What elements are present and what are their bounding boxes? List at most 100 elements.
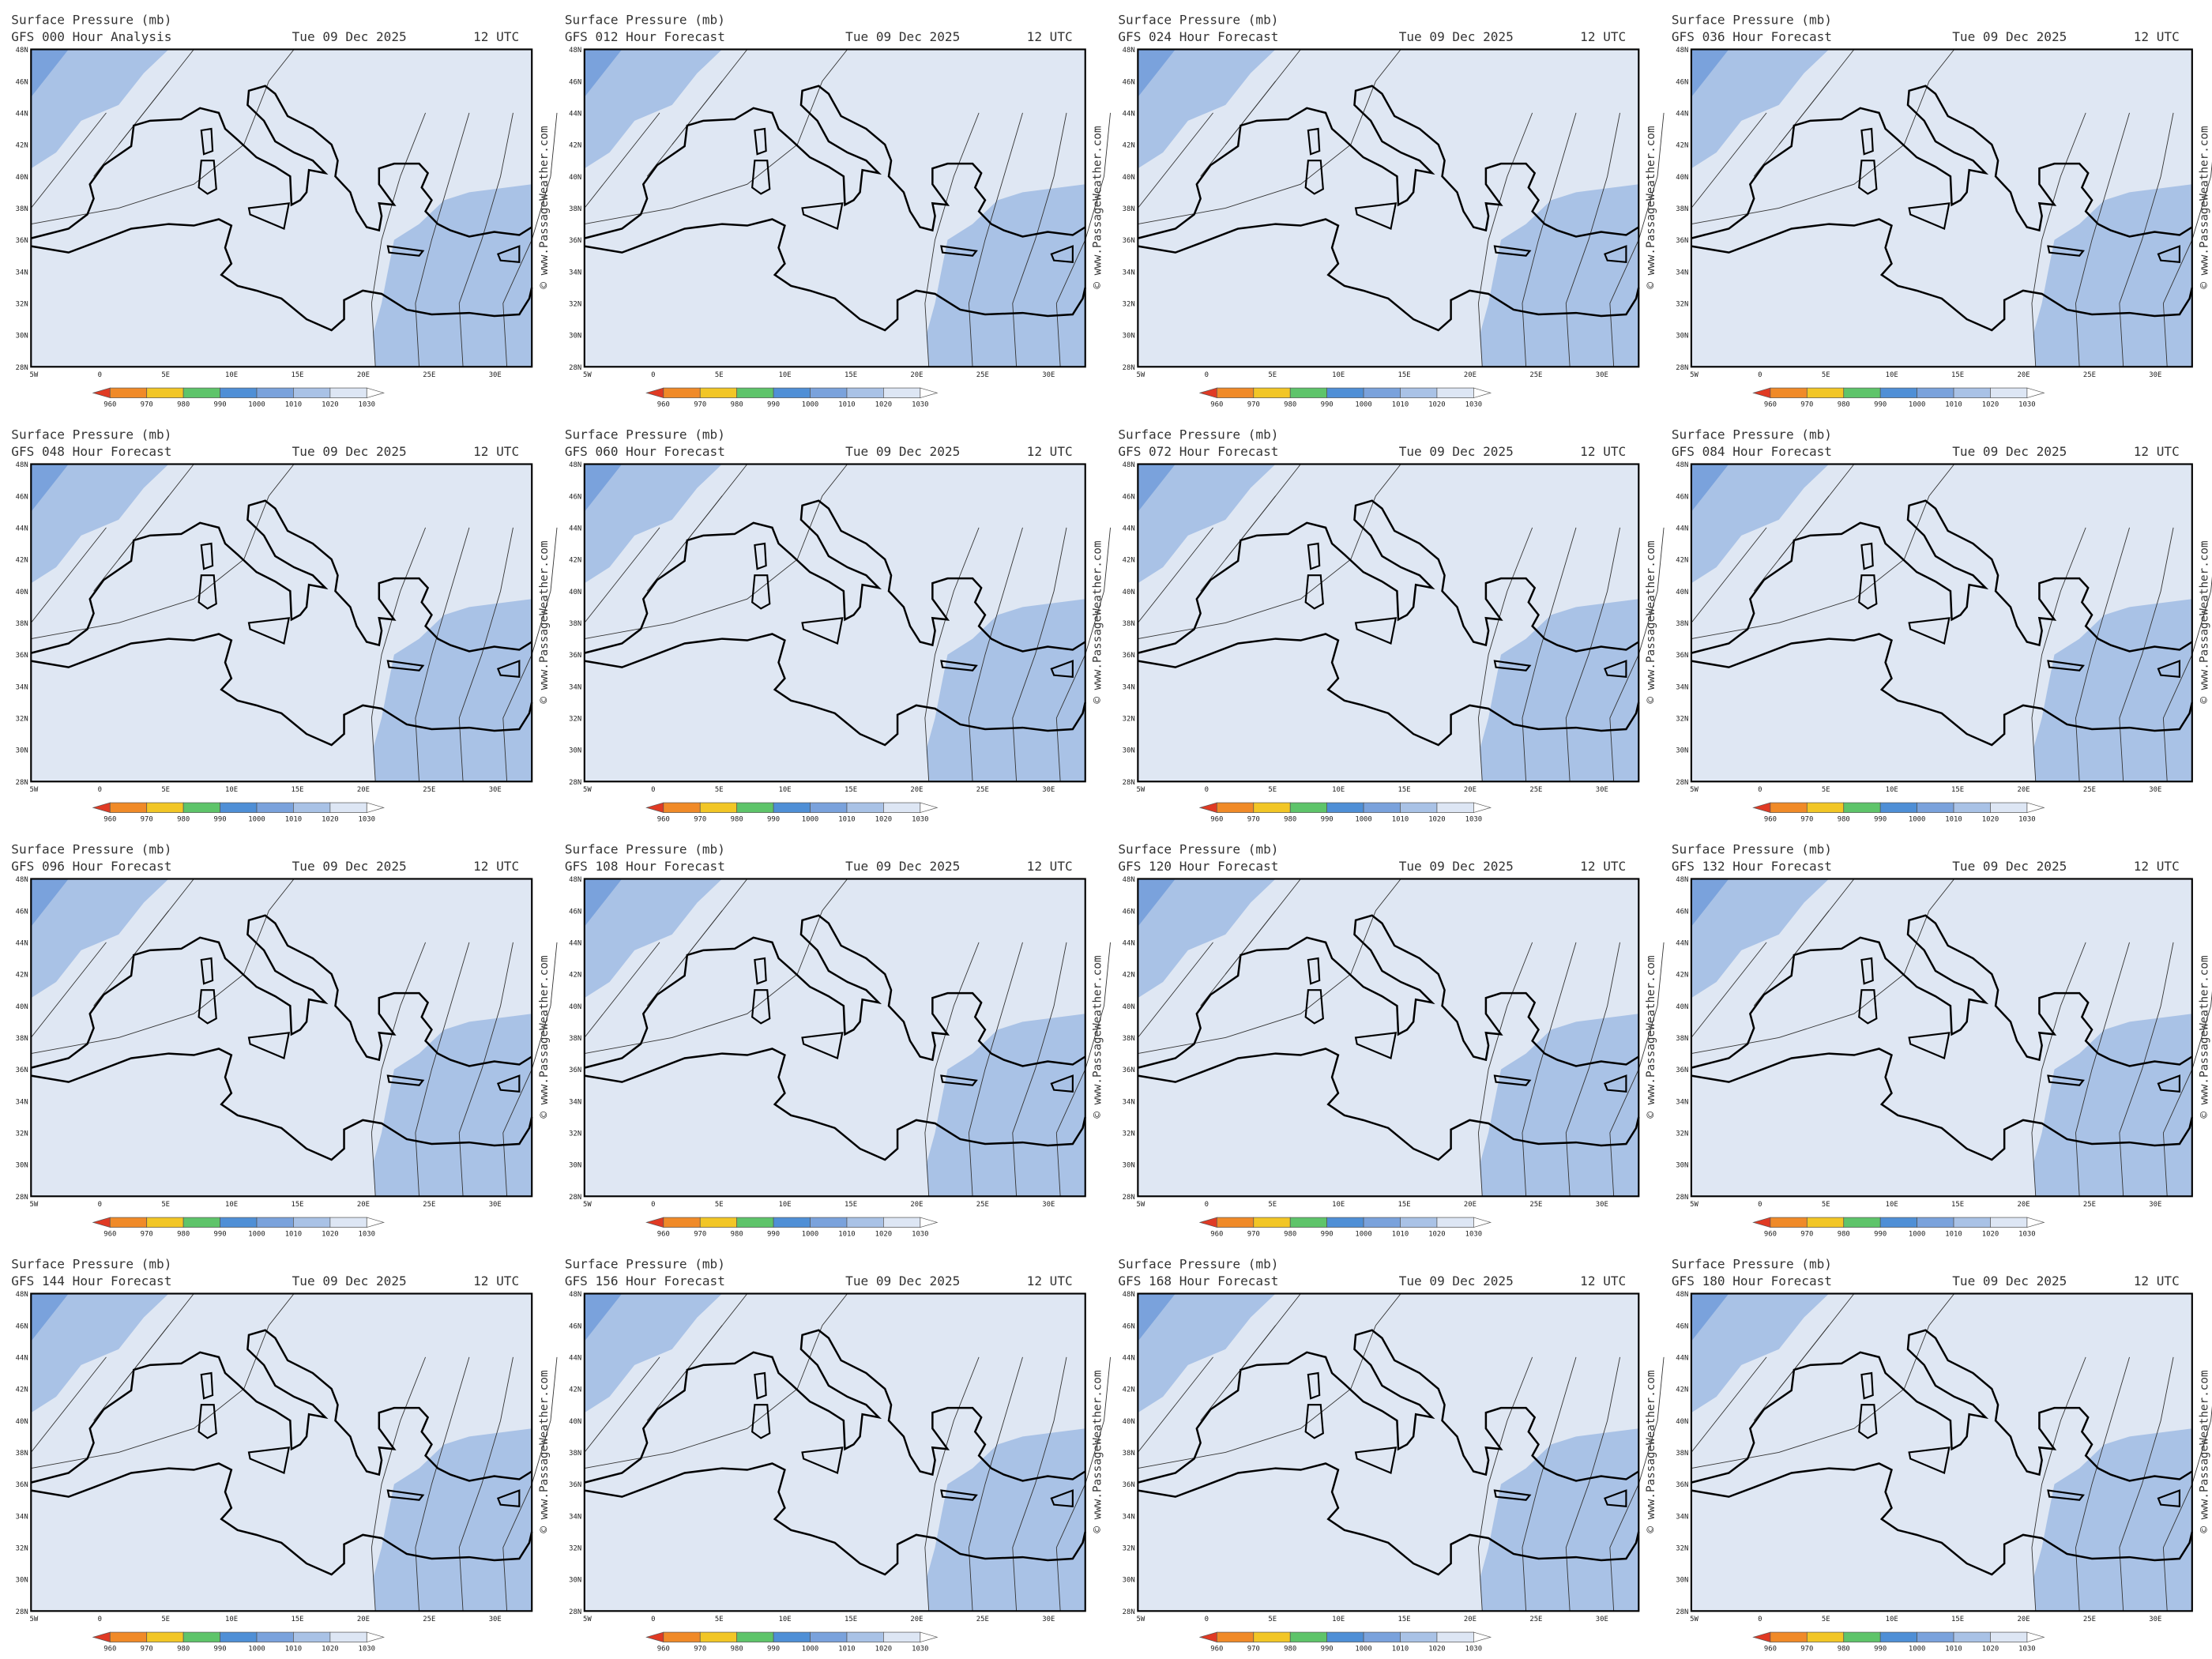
island [247,202,291,230]
colorbar-label: 960 [657,1645,670,1653]
colorbar-label: 1020 [875,1230,892,1238]
lat-label: 28N [569,1608,581,1616]
lat-label: 48N [1123,461,1135,469]
deep-low-area [584,49,623,97]
colorbar-label: 970 [1247,401,1260,408]
colorbar-label: 1030 [912,815,928,823]
island [1858,1404,1878,1439]
colorbar-arrow [92,802,111,814]
lon-label: 5E [1268,1201,1277,1209]
lat-label: 36N [569,1066,581,1074]
low-pressure-area [1480,1428,1639,1612]
lat-label: 34N [16,1513,28,1521]
colorbar-label: 990 [214,815,227,823]
lon-label: 20E [2017,786,2030,794]
colorbar-arrow [1473,1631,1492,1643]
colorbar-arrow [1198,1631,1217,1643]
coastline [1691,914,2193,1069]
lat-label: 48N [1123,1291,1135,1299]
colorbar-label: 1020 [322,815,338,823]
lat-label: 36N [1123,1066,1135,1074]
lon-label: 15E [845,1201,857,1209]
lon-label: 30E [2149,1616,2161,1623]
colorbar-arrow [1198,1217,1217,1228]
lat-label: 46N [1676,78,1688,86]
colorbar-arrow [366,1631,385,1643]
colorbar-arrow [366,387,385,399]
island [1493,1489,1532,1501]
lon-label: 5W [29,1616,38,1623]
colorbar-label: 1010 [1945,1230,1962,1238]
colorbar-segment [1400,387,1438,398]
colorbar-label: 1030 [912,1645,928,1653]
isobar [1138,464,1401,640]
colorbar-segment [773,1631,811,1642]
lat-label: 28N [1123,1608,1135,1616]
island [1604,1074,1627,1093]
panel-date: Tue 09 Dec 2025 [292,859,407,874]
colorbar-segment [1436,1217,1474,1228]
isobar [672,878,748,975]
coastline [584,633,1086,747]
lat-label: 46N [569,1322,581,1330]
panel-date: Tue 09 Dec 2025 [1952,1273,2067,1288]
lon-label: 20E [2017,1201,2030,1209]
lat-label: 38N [1123,620,1135,628]
colorbar-label: 1030 [359,815,375,823]
colorbar-label: 1030 [2018,1645,2035,1653]
colorbar-label: 1000 [802,1230,818,1238]
island [751,989,771,1025]
coastline [1691,1462,2194,1576]
map-frame [1690,48,2193,368]
lat-label: 36N [569,237,581,245]
colorbar-label: 970 [694,1645,706,1653]
lon-label: 30E [1042,1201,1055,1209]
colorbar-segment [1436,387,1474,398]
island [754,127,767,156]
lat-label: 34N [1676,1098,1688,1106]
panel-title: Surface Pressure (mb) [1672,12,1832,27]
colorbar-segment [1770,1217,1808,1228]
lat-label: 36N [16,652,28,660]
map-frame [30,48,533,368]
map-panel: Surface Pressure (mb) GFS 108 Hour Foreca… [565,841,1111,1238]
colorbar-label: 980 [177,401,190,408]
lat-label: 34N [1123,683,1135,691]
lat-label: 46N [569,908,581,916]
colorbar-segment [1917,802,1954,813]
lat-label: 44N [569,939,581,947]
colorbar-label: 980 [1838,1645,1850,1653]
colorbar-label: 960 [103,1645,116,1653]
colorbar-segment [1990,802,2028,813]
lon-label: 20E [2017,371,2030,379]
isobar [1691,1293,1955,1469]
lon-label: 20E [1464,786,1477,794]
lat-label: 40N [569,589,581,596]
lat-label: 44N [1676,110,1688,118]
lat-label: 40N [1676,1418,1688,1426]
colorbar-arrow [1473,1217,1492,1228]
lon-label: 15E [845,1616,857,1623]
colorbar-label: 980 [1284,815,1296,823]
colorbar-label: 1030 [912,1230,928,1238]
colorbar-label: 970 [141,1230,153,1238]
isobar [1565,527,1620,782]
lat-label: 46N [1676,908,1688,916]
colorbar-arrow [92,387,111,399]
colorbar-segment [773,387,811,398]
lat-label: 40N [16,1003,28,1011]
lon-label: 20E [910,1616,923,1623]
colorbar-segment [810,802,848,813]
panel-run: GFS 168 Hour Forecast [1118,1273,1278,1288]
lon-label: 25E [976,786,989,794]
coastline [31,1048,533,1161]
colorbar-segment [146,1631,184,1642]
lat-label: 48N [569,1291,581,1299]
panel-time: 12 UTC [1580,859,1626,874]
island [1908,1032,1951,1059]
panel-date: Tue 09 Dec 2025 [845,444,960,459]
lon-label: 5W [29,786,38,794]
colorbar-segment [846,1217,884,1228]
lon-label: 10E [1886,1201,1898,1209]
lon-label: 25E [2083,786,2096,794]
